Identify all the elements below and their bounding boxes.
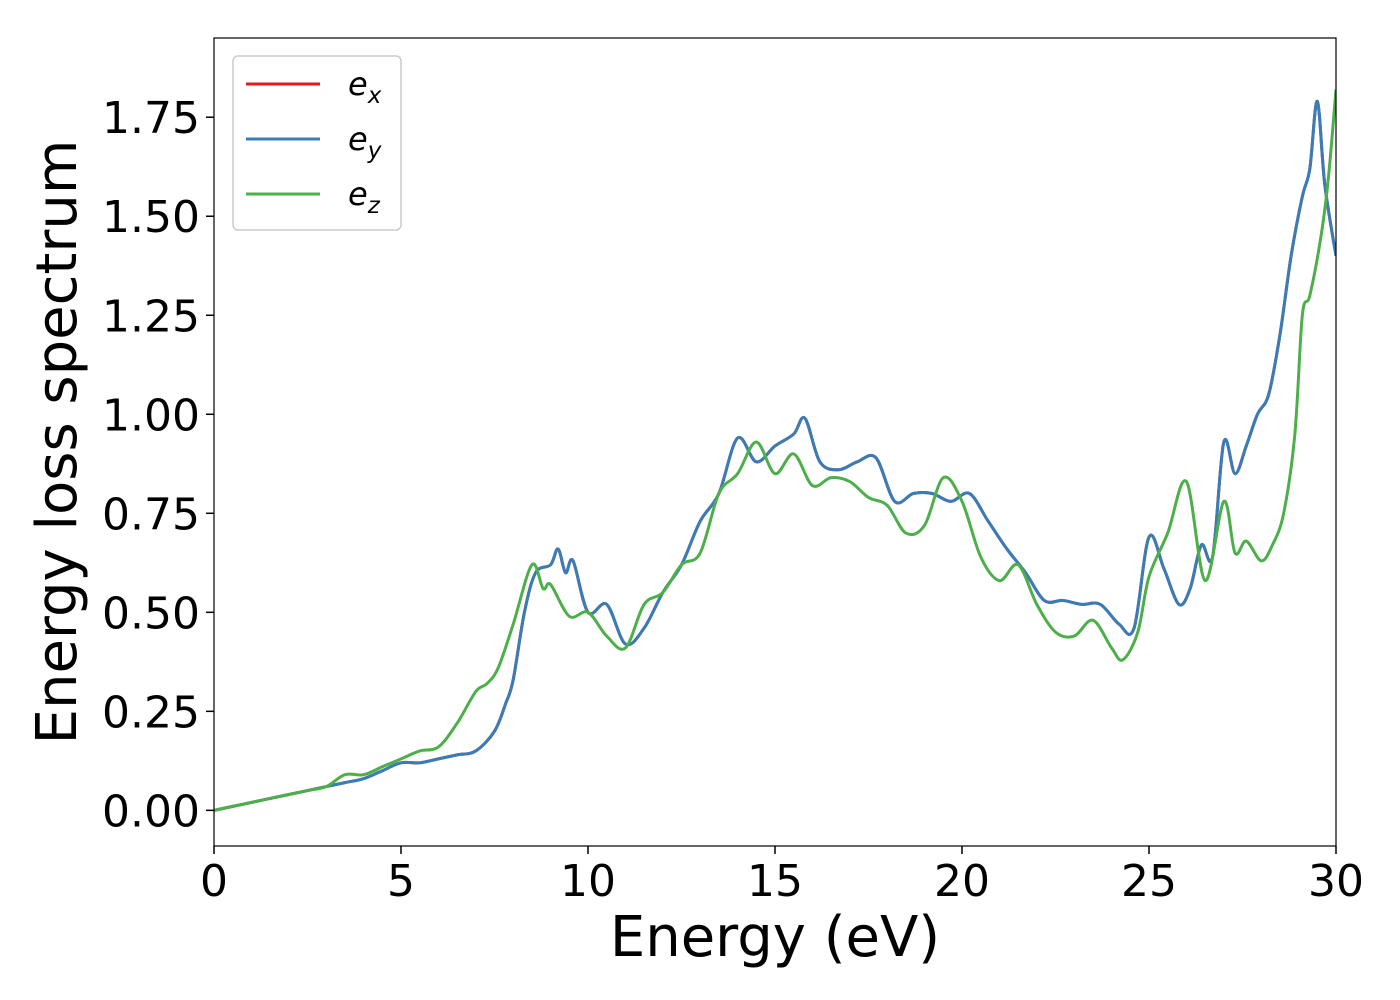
y-tick-label: 0.50 [102, 588, 200, 639]
legend-label: ey [348, 120, 382, 164]
legend-entry-z: ez [246, 175, 381, 219]
x-axis: 0 5 10 15 20 25 30 [200, 846, 1364, 907]
legend-entry-x: ex [246, 65, 382, 109]
y-axis: 0.00 0.25 0.50 0.75 1.00 1.25 1.50 1.75 [102, 93, 214, 837]
x-axis-title: Energy (eV) [610, 905, 940, 970]
series-line-y [214, 99, 1336, 812]
x-tick-label: 0 [200, 856, 228, 907]
y-tick-label: 1.25 [102, 291, 200, 342]
y-tick-label: 1.75 [102, 93, 200, 144]
y-tick-label: 1.00 [102, 390, 200, 441]
legend: ex ey ez [232, 55, 402, 231]
legend-entry-y: ey [246, 120, 382, 164]
y-axis-title: Energy loss spectrum [25, 140, 90, 745]
x-tick-label: 15 [747, 856, 803, 907]
legend-box [232, 55, 402, 231]
y-tick-label: 0.00 [102, 786, 200, 837]
x-tick-label: 10 [560, 856, 616, 907]
series-layer [214, 89, 1336, 812]
legend-label: ez [348, 175, 381, 219]
x-tick-label: 5 [387, 856, 415, 907]
x-tick-label: 30 [1308, 856, 1364, 907]
x-tick-label: 25 [1121, 856, 1177, 907]
y-tick-label: 0.75 [102, 489, 200, 540]
series-line-z [214, 89, 1336, 812]
y-tick-label: 1.50 [102, 192, 200, 243]
y-tick-label: 0.25 [102, 687, 200, 738]
legend-label: ex [348, 65, 382, 109]
x-tick-label: 20 [934, 856, 990, 907]
